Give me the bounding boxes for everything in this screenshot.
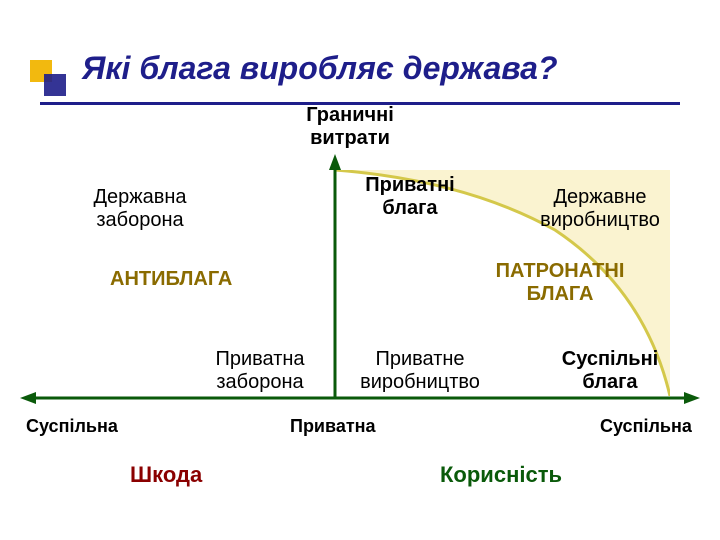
lower-left-label: Приватна заборона: [190, 348, 330, 394]
right-quadrant-label: ПАТРОНАТНІ БЛАГА: [460, 260, 660, 306]
page-title: Які блага виробляє держава?: [82, 50, 557, 87]
lower-right-label: Суспільні блага: [540, 348, 680, 394]
y-axis-label-text: Граничні витрати: [306, 104, 394, 149]
y-axis-top-label: Приватні блага: [340, 174, 480, 220]
lower-center-label: Приватне виробництво: [340, 348, 500, 394]
y-axis-label: Граничні витрати: [260, 104, 440, 150]
title-area: Які блага виробляє держава?: [0, 24, 720, 94]
upper-right-label: Державне виробництво: [520, 186, 680, 232]
upper-left-label: Державна заборона: [60, 186, 220, 232]
diagram: Граничні витрати Державна заборона Прива…: [0, 100, 720, 520]
x-axis-right-label: Суспільна: [600, 416, 692, 437]
left-quadrant-label: АНТИБЛАГА: [110, 268, 232, 291]
title-bullet-icon: [30, 60, 66, 96]
bottom-left-label: Шкода: [130, 462, 202, 487]
x-axis-left-label: Суспільна: [26, 416, 118, 437]
bottom-right-label: Корисність: [440, 462, 562, 487]
x-axis-center-label: Приватна: [290, 416, 376, 437]
